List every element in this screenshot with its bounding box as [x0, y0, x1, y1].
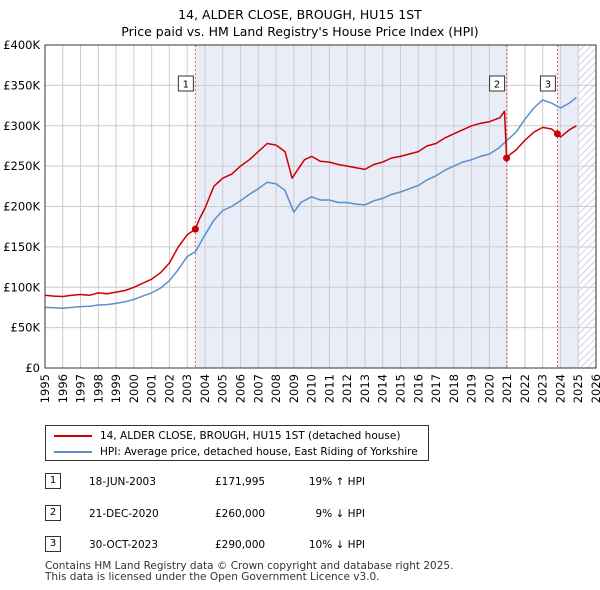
x-tick-label: 2023 [536, 374, 550, 403]
x-tick-label: 1996 [56, 374, 70, 403]
marker-box [539, 75, 556, 92]
y-tick-label: £250K [3, 159, 40, 173]
marker-box [489, 75, 506, 92]
y-tick-label: £50K [11, 321, 41, 335]
legend: 14, ALDER CLOSE, BROUGH, HU15 1ST (detac… [45, 425, 429, 461]
x-tick-label: 2007 [251, 374, 265, 403]
footer-copyright: Contains HM Land Registry data © Crown c… [45, 560, 454, 572]
plot-border [44, 44, 597, 369]
series [45, 96, 577, 309]
transaction-hpi: 19% ↑ HPI [308, 476, 365, 488]
x-tick-label: 2006 [234, 374, 248, 403]
x-tick-label: 2010 [305, 374, 319, 403]
y-tick-label: £400K [3, 38, 40, 52]
x-tick-label: 1995 [38, 374, 52, 403]
y-tick-label: £350K [3, 78, 40, 92]
x-tick-label: 2009 [287, 374, 301, 403]
x-tick-label: 2012 [340, 374, 354, 403]
sale-point [191, 225, 199, 233]
transaction-hpi: 9% ↓ HPI [315, 508, 365, 520]
x-tick-label: 2008 [269, 374, 283, 403]
y-tick-label: £0 [25, 361, 40, 375]
x-tick-label: 2016 [411, 374, 425, 403]
transaction-date: 21-DEC-2020 [89, 508, 159, 520]
legend-swatch-hpi [54, 451, 92, 453]
x-tick-label: 2020 [482, 374, 496, 403]
transaction-price: £260,000 [215, 508, 266, 520]
transaction-number: 2 [45, 505, 61, 521]
legend-item-hpi: HPI: Average price, detached house, East… [54, 444, 418, 460]
transaction-date: 30-OCT-2023 [89, 539, 158, 551]
marker-label: 2 [494, 80, 500, 91]
x-tick-label: 2015 [393, 374, 407, 403]
x-tick-label: 2001 [145, 374, 159, 403]
x-tick-label: 2002 [162, 374, 176, 403]
axes: £0 £50K £100K £150K £200K £250K £300K £350K £400… [3, 38, 600, 403]
sale-point [503, 154, 511, 162]
x-tick-label: 2003 [180, 374, 194, 403]
y-tick-label: £100K [3, 280, 40, 294]
transaction-hpi: 10% ↓ HPI [308, 539, 365, 551]
x-tick-label: 2014 [376, 374, 390, 403]
x-tick-label: 1997 [74, 374, 88, 403]
legend-item-property: 14, ALDER CLOSE, BROUGH, HU15 1ST (detac… [54, 428, 400, 444]
x-tick-label: 2019 [465, 374, 479, 403]
transaction-number: 3 [45, 536, 61, 552]
series-line [45, 110, 577, 298]
y-tick-label: £200K [3, 200, 40, 214]
marker-box [177, 75, 194, 92]
x-tick-label: 1999 [109, 374, 123, 403]
x-tick-label: 2011 [322, 374, 336, 403]
marker-label: 1 [183, 80, 189, 91]
x-tick-label: 1998 [91, 374, 105, 403]
price-chart: 1 2 3 £0 £50K £100K £150K £200K £250K £300K £350K… [3, 38, 600, 403]
x-tick-label: 2000 [127, 374, 141, 403]
x-tick-label: 2013 [358, 374, 372, 403]
y-tick-label: £300K [3, 119, 40, 133]
x-tick-label: 2022 [518, 374, 532, 403]
title-line-2: Price paid vs. HM Land Registry's House … [121, 24, 479, 39]
transaction-markers: 1 2 3 [177, 75, 561, 233]
chart-title: 14, ALDER CLOSE, BROUGH, HU15 1ST Price … [0, 6, 600, 40]
y-tick-label: £150K [3, 240, 40, 254]
x-tick-label: 2021 [500, 374, 514, 403]
marker-label: 3 [545, 80, 551, 91]
x-tick-label: 2004 [198, 374, 212, 403]
transaction-price: £290,000 [215, 539, 266, 551]
x-tick-label: 2018 [447, 374, 461, 403]
legend-label-property: 14, ALDER CLOSE, BROUGH, HU15 1ST (detac… [100, 430, 401, 442]
x-tick-label: 2025 [571, 374, 585, 403]
transaction-price: £171,995 [215, 476, 266, 488]
transaction-number: 1 [45, 473, 61, 489]
sale-point [553, 130, 561, 138]
x-tick-label: 2017 [429, 374, 443, 403]
title-line-1: 14, ALDER CLOSE, BROUGH, HU15 1ST [178, 7, 422, 22]
footer: Contains HM Land Registry data © Crown c… [45, 561, 453, 583]
legend-label-hpi: HPI: Average price, detached house, East… [100, 446, 418, 458]
x-tick-label: 2005 [216, 374, 230, 403]
legend-swatch-property [54, 435, 92, 437]
footer-licence: This data is licensed under the Open Gov… [45, 571, 380, 583]
transaction-lines [194, 45, 558, 368]
x-tick-label: 2026 [589, 374, 600, 403]
x-tick-label: 2024 [553, 374, 567, 403]
series-line [45, 96, 577, 309]
transaction-date: 18-JUN-2003 [89, 476, 156, 488]
